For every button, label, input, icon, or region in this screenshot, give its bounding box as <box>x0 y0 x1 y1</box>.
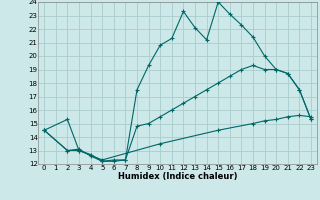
X-axis label: Humidex (Indice chaleur): Humidex (Indice chaleur) <box>118 172 237 181</box>
